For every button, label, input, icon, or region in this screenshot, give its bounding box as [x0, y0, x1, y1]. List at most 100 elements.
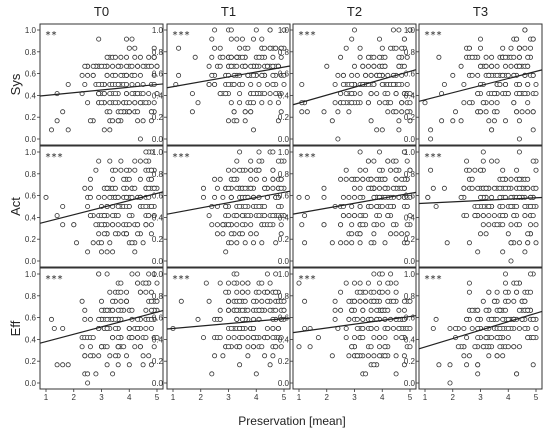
data-point — [404, 203, 410, 209]
data-point — [483, 185, 489, 191]
data-point — [259, 280, 265, 286]
data-point — [360, 222, 366, 228]
data-point — [466, 45, 472, 51]
y-tick-label: 0.0 — [278, 379, 290, 388]
data-point — [242, 240, 248, 246]
data-point — [137, 289, 143, 295]
data-point — [79, 344, 85, 350]
data-point — [374, 127, 380, 133]
data-point — [363, 298, 369, 304]
data-point — [486, 213, 492, 219]
data-point — [516, 136, 522, 142]
data-point — [436, 54, 442, 60]
panel-sys-t2: 0.0 0.2 0.4 0.6 0.8 1.0 *** — [278, 23, 417, 146]
data-point — [225, 222, 231, 228]
data-point — [151, 100, 157, 106]
data-point — [146, 353, 152, 359]
data-point — [489, 316, 495, 322]
data-point — [428, 127, 434, 133]
data-point — [458, 63, 464, 69]
data-point — [112, 316, 118, 322]
data-point — [129, 36, 135, 42]
data-point — [502, 54, 508, 60]
data-point — [223, 91, 229, 97]
data-point — [393, 167, 399, 173]
data-point — [302, 298, 308, 304]
data-point — [267, 91, 273, 97]
data-point — [234, 222, 240, 228]
data-point — [385, 158, 391, 164]
y-tick-label: 0.6 — [404, 192, 416, 201]
data-point — [376, 280, 382, 286]
data-point — [407, 194, 413, 200]
data-point — [522, 27, 528, 33]
y-tick-label: 1.0 — [404, 148, 416, 157]
data-point — [278, 222, 284, 228]
data-point — [363, 72, 369, 78]
data-point — [497, 194, 503, 200]
data-point — [505, 325, 511, 331]
y-tick-label: 1.0 — [152, 26, 164, 35]
data-point — [234, 213, 240, 219]
data-point — [118, 298, 124, 304]
data-point — [390, 298, 396, 304]
data-point — [228, 27, 234, 33]
data-point — [393, 231, 399, 237]
data-point — [388, 100, 394, 106]
data-point — [516, 63, 522, 69]
data-point — [376, 213, 382, 219]
data-point — [217, 176, 223, 182]
data-point — [469, 325, 475, 331]
data-point — [85, 72, 91, 78]
data-point — [393, 371, 399, 377]
y-tick-label: 0.6 — [25, 70, 37, 79]
data-point — [514, 371, 520, 377]
data-point — [253, 371, 259, 377]
data-point — [146, 54, 152, 60]
data-point — [112, 185, 118, 191]
data-point — [528, 203, 534, 209]
data-point — [469, 307, 475, 313]
data-point — [234, 289, 240, 295]
data-point — [321, 194, 327, 200]
data-point — [514, 167, 520, 173]
data-point — [87, 353, 93, 359]
data-point — [486, 353, 492, 359]
data-point — [143, 307, 149, 313]
data-point — [112, 72, 118, 78]
data-point — [371, 82, 377, 88]
data-point — [349, 307, 355, 313]
data-point — [217, 316, 223, 322]
data-point — [340, 82, 346, 88]
data-point — [343, 167, 349, 173]
data-point — [90, 335, 96, 341]
significance-label: *** — [172, 30, 190, 41]
data-point — [85, 380, 91, 386]
data-point — [382, 176, 388, 182]
data-point — [132, 54, 138, 60]
data-point — [371, 353, 377, 359]
data-point — [101, 213, 107, 219]
data-point — [390, 82, 396, 88]
data-point — [382, 100, 388, 106]
data-point — [505, 335, 511, 341]
data-point — [278, 344, 284, 350]
data-point — [237, 203, 243, 209]
data-point — [234, 63, 240, 69]
data-point — [368, 203, 374, 209]
data-point — [321, 109, 327, 115]
data-point — [256, 158, 262, 164]
data-point — [379, 127, 385, 133]
data-point — [450, 118, 456, 124]
data-point — [264, 298, 270, 304]
data-point — [112, 231, 118, 237]
data-point — [118, 280, 124, 286]
significance-label: *** — [298, 30, 316, 41]
data-point — [104, 185, 110, 191]
data-point — [278, 54, 284, 60]
data-point — [110, 371, 116, 377]
data-point — [137, 136, 143, 142]
data-point — [357, 289, 363, 295]
y-tick-label: 1.0 — [404, 270, 416, 279]
data-point — [357, 149, 363, 155]
